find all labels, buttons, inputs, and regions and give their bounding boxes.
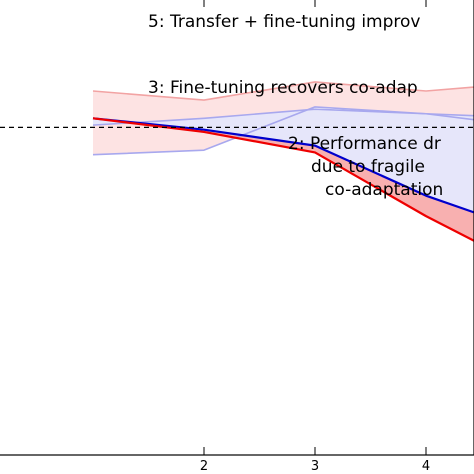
annotation-transfer-finetuning: 5: Transfer + fine-tuning improv xyxy=(148,12,421,32)
chart-series xyxy=(92,81,474,242)
x-tick-label-2: 4 xyxy=(422,459,430,474)
series-line-1 xyxy=(92,108,474,126)
fill-region-2 xyxy=(93,109,474,213)
series-line-3 xyxy=(92,117,474,214)
series-line-0 xyxy=(92,81,474,101)
series-line-2 xyxy=(92,106,474,156)
plot-frame xyxy=(0,0,474,456)
annotation-performance-drops: 2: Performance dr xyxy=(288,134,441,154)
series-line-4 xyxy=(92,117,474,242)
x-tick-label-0: 2 xyxy=(200,459,208,474)
fill-region-1 xyxy=(93,118,474,241)
annotation-finetuning-recovers: 3: Fine-tuning recovers co-adap xyxy=(148,78,418,98)
annotation-coadaptation: co-adaptation xyxy=(325,180,443,200)
annotation-fragile: due to fragile xyxy=(311,157,425,177)
x-tick-label-1: 3 xyxy=(311,459,319,474)
chart-fills xyxy=(93,81,474,241)
